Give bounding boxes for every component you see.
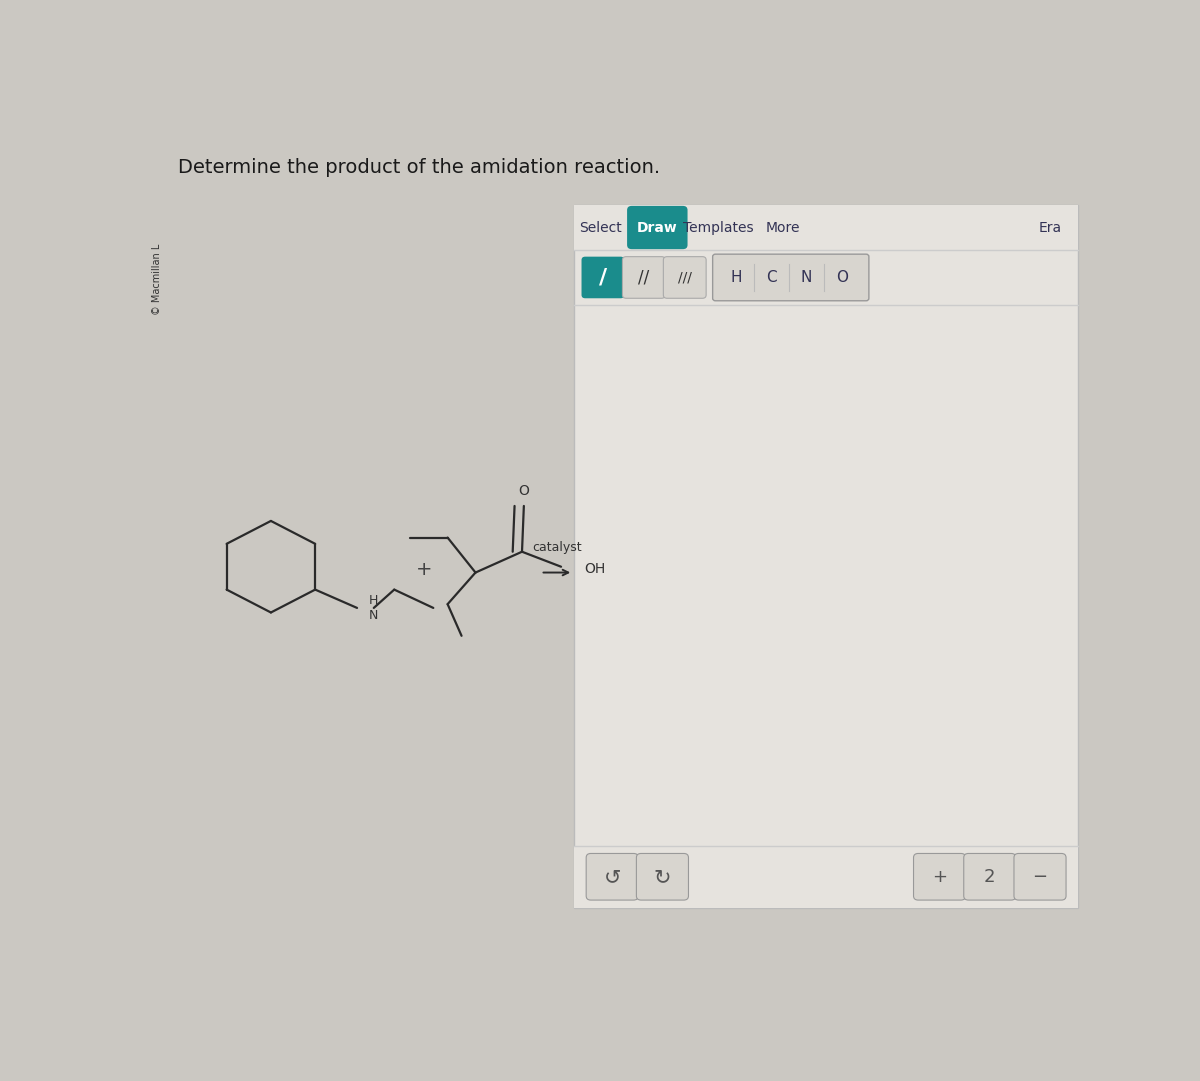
Text: N: N (800, 270, 812, 285)
FancyBboxPatch shape (964, 854, 1016, 900)
FancyBboxPatch shape (1014, 854, 1066, 900)
Text: Determine the product of the amidation reaction.: Determine the product of the amidation r… (178, 158, 660, 176)
Text: +: + (416, 560, 432, 578)
FancyBboxPatch shape (582, 256, 624, 298)
FancyBboxPatch shape (574, 204, 1078, 908)
FancyBboxPatch shape (913, 854, 966, 900)
Text: O: O (836, 270, 848, 285)
Text: C: C (766, 270, 776, 285)
FancyBboxPatch shape (586, 854, 638, 900)
FancyBboxPatch shape (636, 854, 689, 900)
FancyBboxPatch shape (664, 256, 706, 298)
Text: H: H (730, 270, 742, 285)
Text: H: H (370, 593, 378, 606)
Text: ↻: ↻ (654, 867, 671, 886)
Text: //: // (638, 268, 649, 286)
Text: −: − (1032, 868, 1048, 885)
Text: N: N (370, 609, 378, 622)
FancyBboxPatch shape (628, 205, 688, 249)
Text: 2: 2 (984, 868, 996, 885)
Text: Era: Era (1038, 221, 1062, 235)
Text: /: / (599, 267, 607, 288)
Text: Draw: Draw (637, 221, 678, 235)
Text: catalyst: catalyst (532, 542, 582, 555)
Text: Templates: Templates (683, 221, 754, 235)
FancyBboxPatch shape (623, 256, 665, 298)
FancyBboxPatch shape (574, 845, 1078, 908)
Text: ///: /// (678, 270, 691, 284)
Text: O: O (518, 484, 529, 498)
Text: OH: OH (584, 562, 606, 576)
Text: More: More (766, 221, 800, 235)
FancyBboxPatch shape (574, 204, 1078, 251)
Text: +: + (932, 868, 947, 885)
FancyBboxPatch shape (713, 254, 869, 301)
Text: ↺: ↺ (604, 867, 620, 886)
Text: Select: Select (578, 221, 622, 235)
Text: © Macmillan L: © Macmillan L (152, 244, 162, 316)
